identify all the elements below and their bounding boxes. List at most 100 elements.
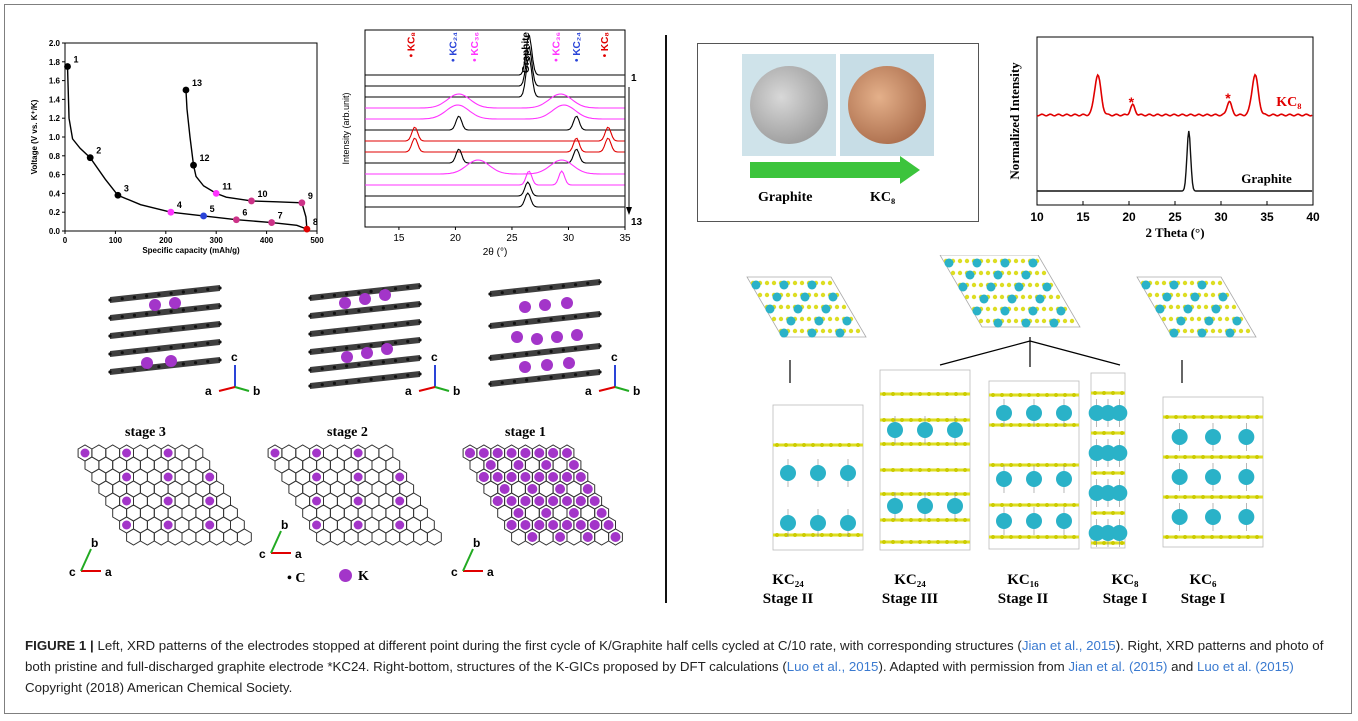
voltage-point-8 [303,225,311,233]
k-atom [395,496,405,506]
axis-c-label: c [259,547,266,561]
c-atom [193,307,198,311]
hex-cell [316,528,331,546]
xrd-left-trace-13 [365,192,625,208]
c-atom [1210,328,1216,334]
c-atom [900,418,904,422]
k-atom [1171,429,1188,445]
graphene-sheet [110,303,220,321]
c-atom [206,287,210,291]
c-atom [1219,495,1223,499]
c-atom [132,295,137,299]
c-atom [525,352,529,356]
k-atom [1205,509,1221,525]
c-atom [332,293,337,297]
stage-2-label: stage 2 [327,425,368,440]
k-atom [810,515,826,531]
c-atom [1072,393,1076,397]
c-atom [992,294,998,300]
c-atom [218,286,222,290]
caption-ref-luo-2[interactable]: Luo et al. (2015) [1197,659,1294,674]
c-atom [1147,292,1153,298]
c-atom [308,314,312,318]
c-atom [764,280,770,286]
c-atom [927,468,931,472]
xrd-right-graphite-label: Graphite [1241,171,1292,186]
k-atom [506,520,517,530]
c-atom [1111,541,1115,545]
c-atom [985,270,991,276]
c-atom [918,418,922,422]
k-atom [520,520,531,530]
c-atom [1045,535,1049,539]
structure-stage: Stage III [881,591,939,607]
c-atom [950,270,956,276]
c-atom [393,323,398,327]
c-atom [1217,316,1223,322]
voltage-ytick-label: 0.4 [49,189,61,198]
xrd-left-trace-12 [365,181,625,197]
c-atom [357,327,361,331]
structure-formula: KC₂₄ [894,572,926,588]
c-atom [802,443,806,447]
c-atom [1120,511,1124,515]
c-atom [181,290,185,294]
c-atom [369,307,373,311]
c-atom [573,373,578,377]
c-atom [1174,415,1178,419]
graphene-sheet [490,279,600,297]
c-atom [1041,270,1047,276]
k-atom [1028,258,1038,268]
caption-ref-jian-2[interactable]: Jian et al. (2015) [1068,659,1168,674]
xrd-left-trace-5 [365,104,625,120]
c-atom [206,305,210,309]
figure-caption: FIGURE 1 | Left, XRD patterns of the ele… [25,635,1345,698]
k-atom [395,472,405,482]
c-atom [954,468,958,472]
c-atom [132,367,137,371]
k-atom [1162,292,1172,302]
c-atom [598,344,602,348]
k-atom [1232,316,1242,326]
caption-ref-luo[interactable]: Luo et al., 2015 [786,659,879,674]
k-atom [1171,509,1188,525]
c-atom [132,349,137,353]
k-atom [1225,328,1235,338]
c-atom [1102,471,1106,475]
legend-k: K [339,569,369,585]
c-atom [120,315,124,319]
c-atom [381,376,385,380]
c-atom [1246,535,1250,539]
hex-cell [511,528,526,546]
caption-ref-jian[interactable]: Jian et al., 2015 [1021,638,1116,653]
k-atom [835,328,845,338]
c-atom [1036,423,1040,427]
c-atom [806,316,812,322]
c-atom [855,328,861,334]
xrd-left-trace-9 [365,148,625,164]
xrd-left-end-label: 13 [631,217,643,228]
c-atom [991,535,995,539]
k-atom [996,405,1012,421]
axis-b [614,386,630,392]
c-atom [1018,535,1022,539]
xrd-left-trace-8 [365,137,625,153]
c-atom [357,291,361,295]
xrd-left-peak-label: • KC₈ [600,32,611,58]
c-atom [964,294,970,300]
c-atom [918,442,922,446]
c-atom [406,373,410,377]
voltage-xtick-label: 500 [310,236,324,245]
k-atom [527,532,538,542]
structure-stage: Stage II [762,591,814,607]
k-atom [996,471,1012,487]
c-atom [1018,393,1022,397]
k-atom [1111,445,1128,461]
hex-cell [139,528,155,546]
voltage-ytick-label: 1.8 [49,58,61,67]
k-atom [842,316,852,326]
hex-cell [126,528,141,546]
c-atom [1210,292,1216,298]
voltage-ytick-label: 0.8 [49,152,61,161]
c-atom [181,344,185,348]
